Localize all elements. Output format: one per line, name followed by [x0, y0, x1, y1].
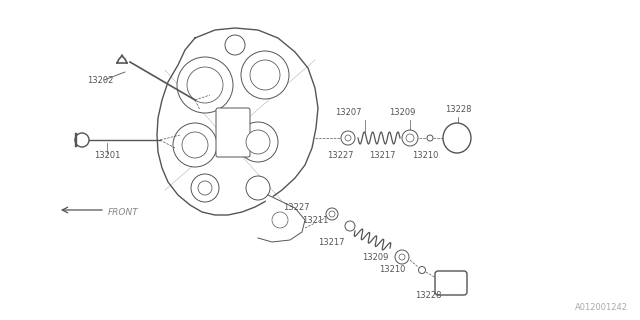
- Circle shape: [395, 250, 409, 264]
- Circle shape: [198, 181, 212, 195]
- Text: 13217: 13217: [319, 238, 345, 247]
- Circle shape: [173, 123, 217, 167]
- Circle shape: [246, 176, 270, 200]
- Circle shape: [329, 211, 335, 217]
- Circle shape: [399, 254, 405, 260]
- Text: 13228: 13228: [415, 291, 441, 300]
- Text: 13228: 13228: [445, 105, 471, 114]
- Text: 13209: 13209: [362, 253, 388, 262]
- Circle shape: [402, 130, 418, 146]
- Circle shape: [419, 267, 426, 274]
- Circle shape: [225, 35, 245, 55]
- Circle shape: [427, 135, 433, 141]
- Ellipse shape: [443, 123, 471, 153]
- Circle shape: [241, 51, 289, 99]
- Circle shape: [272, 212, 288, 228]
- Text: 13211: 13211: [301, 216, 328, 225]
- Text: 13210: 13210: [379, 265, 405, 274]
- Circle shape: [238, 122, 278, 162]
- Circle shape: [246, 130, 270, 154]
- Circle shape: [345, 135, 351, 141]
- Circle shape: [326, 208, 338, 220]
- Polygon shape: [258, 195, 305, 242]
- Circle shape: [406, 134, 414, 142]
- Text: FRONT: FRONT: [108, 207, 139, 217]
- Text: 13207: 13207: [335, 108, 361, 117]
- Text: 13209: 13209: [389, 108, 415, 117]
- Text: 13227: 13227: [327, 151, 353, 160]
- Text: 13210: 13210: [412, 151, 438, 160]
- Text: 13217: 13217: [369, 151, 396, 160]
- Circle shape: [191, 174, 219, 202]
- Text: 13201: 13201: [94, 151, 120, 160]
- FancyBboxPatch shape: [435, 271, 467, 295]
- Circle shape: [177, 57, 233, 113]
- Circle shape: [250, 60, 280, 90]
- Circle shape: [75, 133, 89, 147]
- Circle shape: [341, 131, 355, 145]
- Polygon shape: [157, 28, 318, 215]
- Circle shape: [187, 67, 223, 103]
- Text: 13202: 13202: [87, 76, 113, 85]
- Text: A012001242: A012001242: [575, 303, 628, 312]
- Circle shape: [182, 132, 208, 158]
- Circle shape: [345, 221, 355, 231]
- Text: 13227: 13227: [284, 203, 310, 212]
- FancyBboxPatch shape: [216, 108, 250, 157]
